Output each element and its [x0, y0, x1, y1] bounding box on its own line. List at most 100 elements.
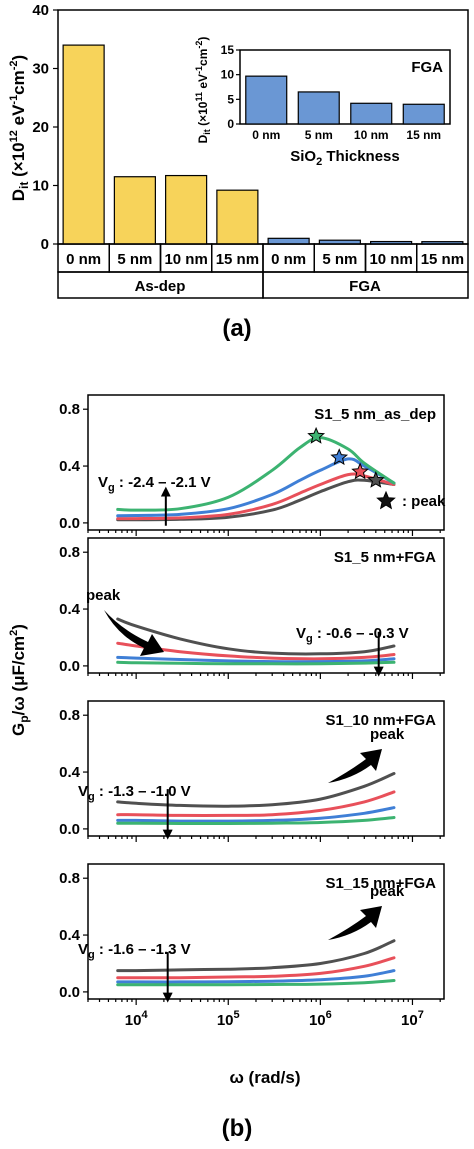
- series-line-0: [116, 939, 396, 973]
- bar-as-dep-3: [216, 189, 259, 245]
- y-tick-label: 0.4: [59, 601, 81, 618]
- line-panel-1: 0.0 0.4 0.8 S1_5 nm_as_dep Vg : -2.4 – -2.1 …: [59, 394, 446, 536]
- peak-legend-label: : peak: [402, 493, 446, 510]
- series-line-3: [116, 436, 396, 512]
- bar-y-tick-label: 0: [41, 236, 49, 253]
- bar-as-dep-1: [113, 176, 156, 245]
- series-line-3: [116, 660, 396, 666]
- group-label-as-dep: As-dep: [135, 278, 186, 295]
- series-line-2: [116, 457, 396, 518]
- gp-y-axis-label: Gp/ω (μF/cm2): [8, 624, 31, 736]
- inset-bar-2: [350, 102, 393, 125]
- inset-y-tick-label: 15: [221, 43, 235, 57]
- bar-as-dep-0: [62, 44, 105, 245]
- vg-range-label: Vg : -1.3 – -1.0 V: [78, 783, 191, 803]
- y-tick-label: 0.4: [59, 764, 81, 781]
- figure-label-a: (a): [222, 315, 251, 342]
- inset-bar-0: [245, 75, 288, 125]
- inset-y-tick-label: 0: [227, 117, 234, 131]
- bar-y-axis-label: Dit (×1012 eV-1cm-2): [8, 55, 31, 201]
- panel-title: S1_15 nm+FGA: [326, 875, 437, 892]
- x-tick-label: 104: [125, 1009, 149, 1029]
- series-line-2: [116, 806, 396, 823]
- peak-direction-arrow: [104, 610, 164, 656]
- y-tick-label: 0.8: [59, 401, 80, 418]
- x-tick-label: 105: [217, 1009, 240, 1029]
- inset-x-axis-label: SiO2 Thickness: [290, 148, 400, 168]
- bar-group-labels: As-dep FGA: [57, 271, 469, 299]
- vg-range-label: Vg : -2.4 – -2.1 V: [98, 474, 211, 494]
- group-label-fga: FGA: [349, 278, 381, 295]
- y-tick-label: 0.8: [59, 707, 80, 724]
- inset-y-tick-label: 5: [227, 92, 234, 106]
- bar-series: [62, 44, 464, 245]
- panel-frame: [87, 394, 445, 531]
- figure-label-b: (b): [222, 1115, 253, 1142]
- y-tick-label: 0.0: [59, 821, 80, 838]
- bar-category-labels: 0 nm 5 nm 10 nm 15 nm 0 nm 5 nm 10 nm 15 nm: [57, 243, 469, 273]
- panel-title: S1_5 nm_as_dep: [314, 406, 436, 423]
- inset-bar-1: [297, 91, 340, 125]
- line-panel-3: 0.0 0.4 0.8 S1_10 nm+FGA Vg : -1.3 – -1.0 V p…: [59, 700, 445, 842]
- bar-as-dep-2: [165, 174, 208, 245]
- inset-category-label: 15 nm: [406, 128, 441, 142]
- panel-title: S1_5 nm+FGA: [334, 549, 436, 566]
- series-line-2: [116, 969, 396, 984]
- peak-direction-arrow: [328, 749, 382, 783]
- y-tick-label: 0.8: [59, 544, 80, 561]
- bar-y-tick-label: 30: [32, 61, 49, 78]
- panel-frame: [87, 700, 445, 837]
- bar-y-tick-label: 20: [32, 119, 49, 136]
- group-box-fga: [262, 271, 469, 299]
- bar-y-ticks: 0 10 20 30 40: [32, 2, 58, 253]
- x-tick-label: 107: [401, 1009, 424, 1029]
- category-label: 5 nm: [117, 251, 152, 268]
- inset-y-ticks: 0 5 10 15: [221, 43, 240, 131]
- category-label: 5 nm: [322, 251, 357, 268]
- category-label: 0 nm: [66, 251, 101, 268]
- bar-fga-0: [267, 237, 310, 245]
- peak-label: peak: [86, 587, 121, 604]
- vg-range-label: Vg : -0.6 – -0.3 V: [296, 625, 409, 645]
- series-line-2: [116, 655, 396, 664]
- inset-category-label: 10 nm: [354, 128, 389, 142]
- vg-range-label: Vg : -1.6 – -1.3 V: [78, 941, 191, 961]
- inset-category-label: 0 nm: [252, 128, 280, 142]
- inset-bar-series: [245, 75, 445, 125]
- gp-omega-panels: 0.0 0.4 0.8 S1_5 nm_as_dep Vg : -2.4 – -2.1 …: [59, 394, 446, 1005]
- line-panel-2: 0.0 0.4 0.8 S1_5 nm+FGA Vg : -0.6 – -0.3 V pe…: [59, 537, 445, 679]
- inset-frame: [239, 49, 451, 125]
- line-panel-4: 0.0 0.4 0.8 S1_15 nm+FGA Vg : -1.6 – -1.3 V p…: [59, 863, 445, 1005]
- series-line-0: [116, 617, 396, 656]
- peak-star-marker: [351, 462, 369, 480]
- series-line-3: [116, 816, 396, 826]
- category-label: 15 nm: [421, 251, 464, 268]
- peak-label: peak: [370, 726, 405, 743]
- gp-x-axis-label: ω (rad/s): [229, 1068, 300, 1087]
- series-line-1: [116, 956, 396, 980]
- y-tick-label: 0.0: [59, 658, 80, 675]
- inset-title: FGA: [411, 59, 443, 76]
- inset-category-label: 5 nm: [305, 128, 333, 142]
- category-label: 0 nm: [271, 251, 306, 268]
- series-line-1: [116, 790, 396, 817]
- peak-label: peak: [370, 883, 405, 900]
- y-tick-label: 0.4: [59, 458, 81, 475]
- peak-direction-arrow: [328, 906, 382, 940]
- peak-star-marker: [307, 426, 326, 444]
- inset-y-tick-label: 10: [221, 68, 235, 82]
- y-tick-label: 0.8: [59, 870, 80, 887]
- inset-bar-3: [402, 103, 445, 125]
- peak-star-marker: [376, 490, 396, 510]
- panel-title: S1_10 nm+FGA: [326, 712, 437, 729]
- series-line-0: [116, 772, 396, 808]
- peak-star-marker: [366, 470, 385, 488]
- y-tick-label: 0.0: [59, 984, 80, 1001]
- y-tick-label: 0.0: [59, 515, 80, 532]
- bar-y-tick-label: 40: [32, 2, 49, 19]
- series-line-1: [116, 641, 396, 661]
- series-line-3: [116, 979, 396, 987]
- category-label: 10 nm: [369, 251, 412, 268]
- category-label: 10 nm: [164, 251, 207, 268]
